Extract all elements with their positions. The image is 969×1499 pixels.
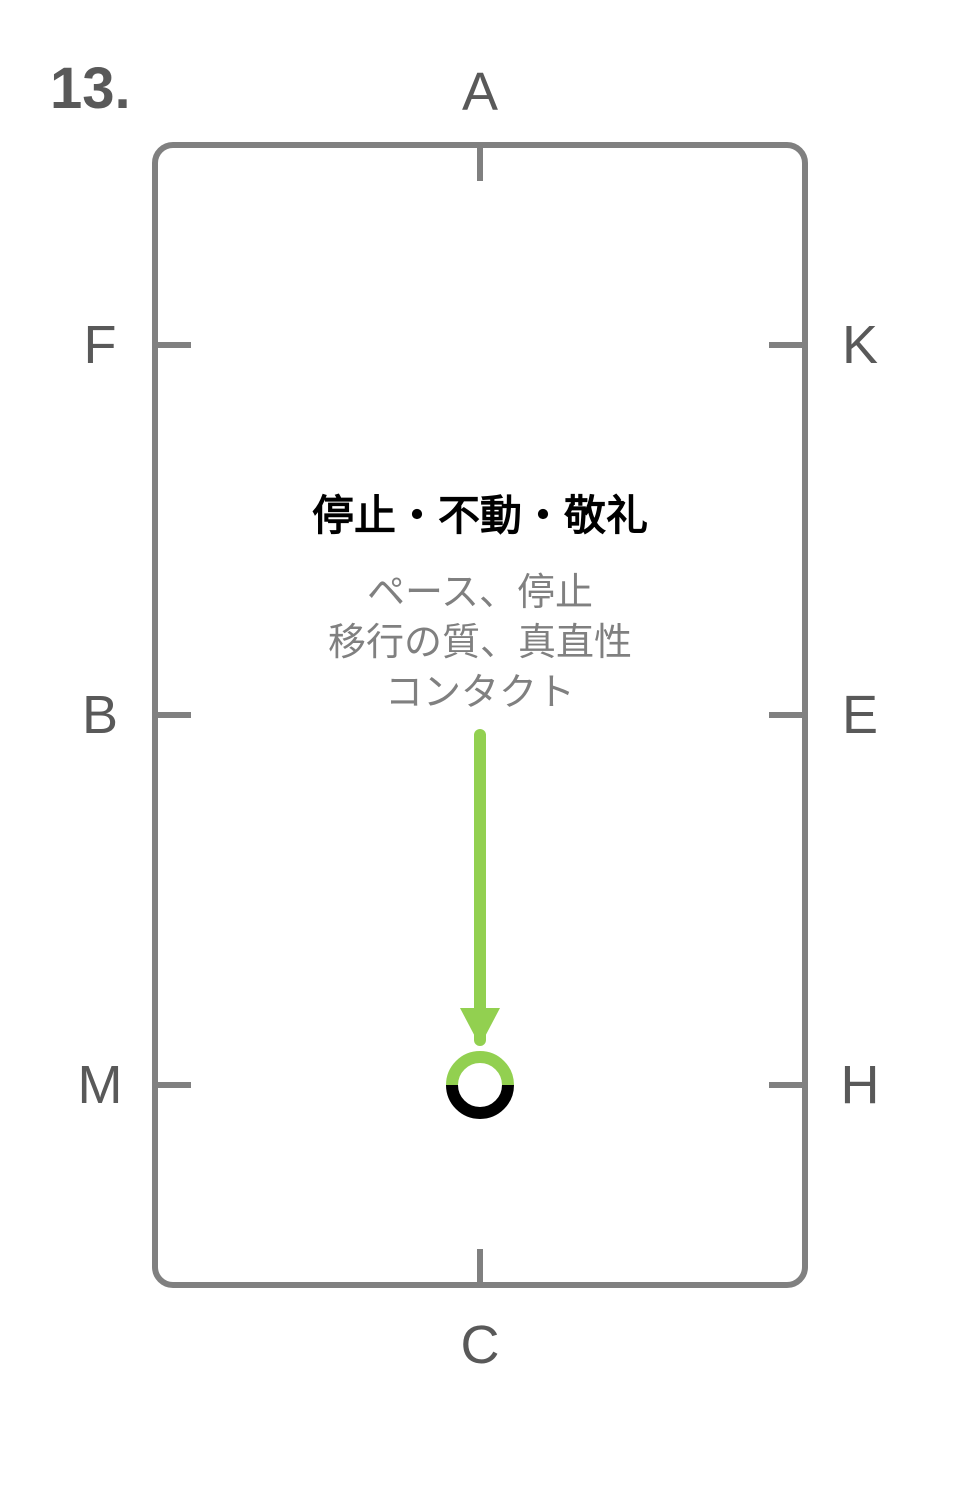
arena-letter-k: K [842, 315, 878, 375]
arena-letter-f: F [84, 315, 117, 375]
dressage-diagram: A C F B M K E H 13. 停止・不動・敬礼ペース、停止移行の質、真直性コンタクト [0, 0, 969, 1499]
movement-subtitle-line: コンタクト [385, 672, 575, 714]
arena-letter-e: E [842, 685, 878, 745]
movement-subtitle-line: 移行の質、真直性 [328, 622, 632, 664]
arena-letter-b: B [82, 685, 118, 745]
arena-letter-h: H [841, 1055, 880, 1115]
movement-title: 停止・不動・敬礼 [312, 492, 648, 539]
figure-number: 13. [50, 56, 131, 121]
arena-letter-m: M [78, 1055, 123, 1115]
arena-letter-a: A [462, 62, 498, 122]
movement-subtitle-line: ペース、停止 [367, 572, 593, 614]
arena-letter-c: C [461, 1315, 500, 1375]
